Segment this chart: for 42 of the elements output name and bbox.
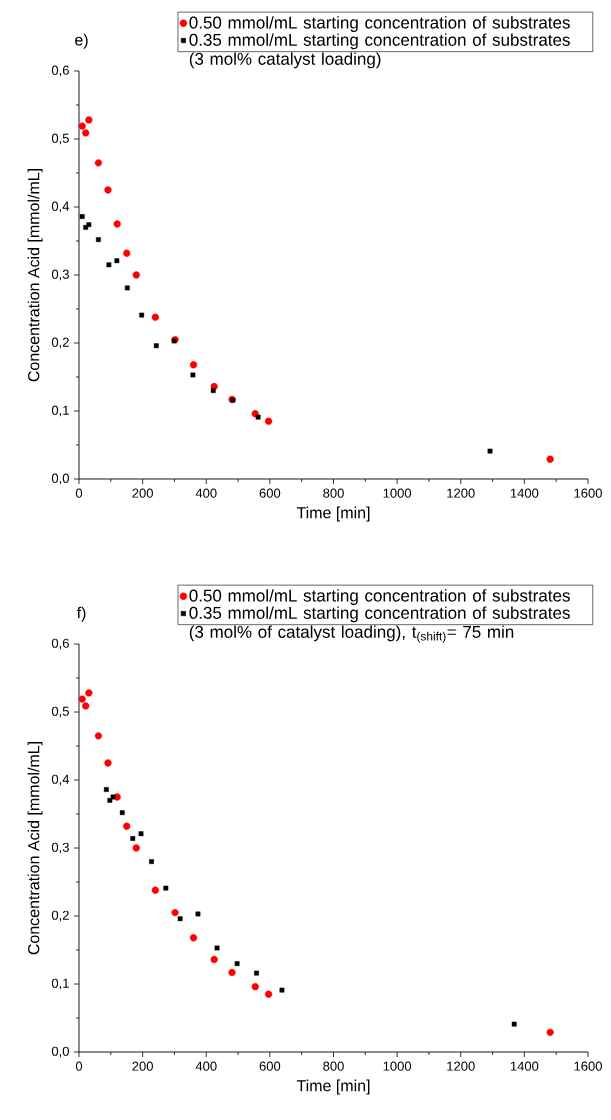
x-tick-label: 400 [195, 1061, 217, 1071]
y-tick-label: 0,3 [51, 842, 69, 854]
x-tick-label: 1000 [383, 1061, 412, 1071]
x-tick-label: 0 [75, 1061, 83, 1071]
y-tick-label: 0,1 [51, 978, 69, 990]
y-tick-label: 0,5 [51, 133, 69, 145]
x-tick-label: 1400 [510, 1061, 539, 1071]
x-tick-label: 600 [259, 1061, 281, 1071]
x-tick-label: 1200 [447, 1061, 475, 1071]
chart-title: e) [75, 33, 88, 49]
x-tick-label: 200 [132, 1061, 153, 1071]
legend-label: 0.50 mmol/mL starting concentration of substrates [189, 16, 570, 32]
y-tick-label: 0,1 [51, 405, 69, 417]
y-tick-label: 0,5 [51, 706, 69, 718]
y-tick-label: 0,6 [51, 65, 69, 77]
y-tick-label: 0,6 [51, 638, 69, 650]
y-tick-label: 0,0 [51, 473, 69, 485]
x-axis-title: Time [min] [296, 506, 370, 522]
x-tick-label: 1600 [574, 1061, 602, 1071]
y-tick-label: 0,2 [51, 910, 69, 922]
x-tick-label: 200 [132, 488, 153, 498]
x-tick-label: 600 [259, 488, 281, 498]
x-tick-label: 1400 [510, 488, 539, 498]
legend-label: 0.35 mmol/mL starting concentration of substrates (3 mol% catalyst loading) [189, 33, 570, 69]
y-tick-label: 0,4 [51, 201, 70, 213]
x-tick-label: 1600 [574, 488, 602, 498]
x-tick-label: 800 [323, 1061, 344, 1071]
y-axis-title: Concentration Acid [mmol/mL] [27, 742, 43, 955]
x-tick-label: 1000 [383, 488, 412, 498]
x-tick-label: 800 [323, 488, 344, 498]
x-tick-label: 1200 [447, 488, 475, 498]
x-tick-label: 400 [195, 488, 217, 498]
y-tick-label: 0,3 [51, 269, 69, 281]
x-tick-label: 0 [75, 488, 83, 498]
chart-title: f) [76, 606, 86, 622]
x-axis-title: Time [min] [296, 1079, 370, 1095]
y-tick-label: 0,4 [51, 774, 70, 786]
legend-label: 0.35 mmol/mL starting concentration of substrates (3 mol% of catalyst loading), t$_{(shift)}$= 75 min [189, 606, 570, 643]
y-tick-label: 0,0 [51, 1046, 69, 1058]
y-axis-title: Concentration Acid [mmol/mL] [27, 169, 43, 382]
legend-label: 0.50 mmol/mL starting concentration of substrates [189, 589, 570, 605]
y-tick-label: 0,2 [51, 337, 69, 349]
